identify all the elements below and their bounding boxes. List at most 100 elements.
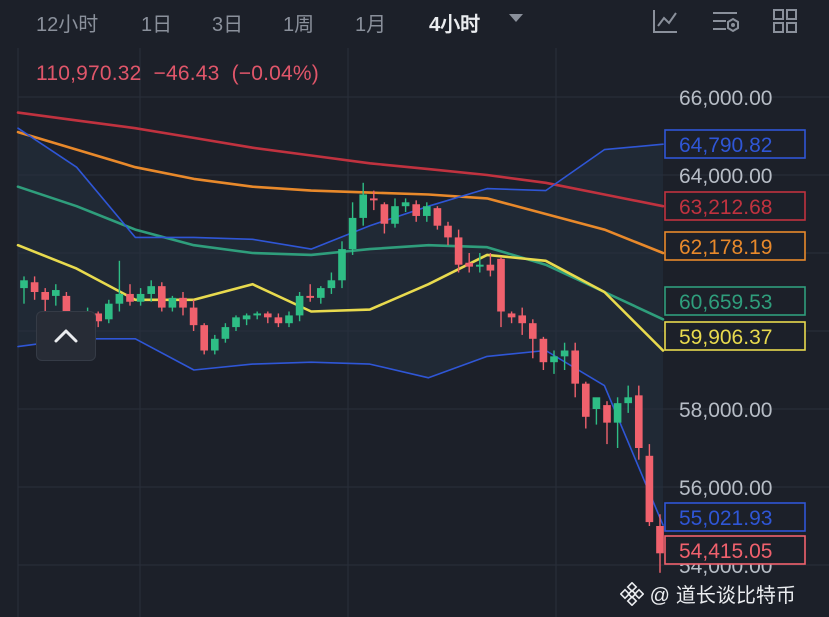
candle-body (656, 526, 664, 554)
candle-body (179, 297, 187, 308)
watermark: @ 道长谈比特币 (619, 579, 796, 608)
candle-body (62, 295, 71, 316)
candle-body (528, 323, 537, 339)
candle-body (147, 286, 156, 294)
tab-12h[interactable]: 12小时 (36, 14, 99, 36)
price-tag-label: 54,415.05 (679, 540, 772, 563)
binance-logo-icon (619, 581, 645, 607)
price-tag-box (664, 231, 806, 261)
candle-body (94, 313, 103, 322)
tab-4h[interactable]: 4小时 (429, 14, 481, 36)
tab-3d[interactable]: 3日 (212, 14, 244, 36)
candle-body (475, 264, 484, 267)
candle-body (507, 313, 516, 318)
price-tag-label: 55,021.93 (679, 507, 772, 530)
price-tag-label: 64,790.82 (679, 134, 772, 157)
candle-body (613, 403, 622, 423)
candle-body (581, 383, 590, 417)
candle-body (168, 297, 177, 308)
candle-body (486, 264, 495, 271)
price-tag-label: 63,212.68 (679, 196, 772, 219)
candle-body (391, 206, 399, 224)
candle-body (348, 217, 357, 250)
collapse-button[interactable] (36, 311, 96, 361)
candle-body (295, 295, 304, 316)
candle-body (306, 295, 315, 298)
candle-body (518, 315, 527, 324)
bollinger-band-fill (18, 128, 663, 526)
y-axis-tick-label: 56,000.00 (679, 477, 772, 500)
timeframe-toolbar: 12小时 1日 3日 1周 1月 4小时 (0, 0, 829, 44)
ma-yellow-line (16, 243, 665, 352)
candle-body (550, 356, 558, 363)
candle-body (316, 288, 325, 298)
candle-body (359, 194, 368, 218)
candle-body (624, 397, 633, 404)
price-tag-box (664, 321, 806, 351)
candle-body (263, 313, 272, 318)
price-tag-label: 60,659.53 (679, 291, 772, 314)
candle-body (136, 293, 145, 302)
candle-body (592, 397, 601, 409)
candle-body (41, 292, 50, 300)
last-price: 110,970.32 (36, 62, 142, 85)
chart-settings-icon[interactable] (710, 6, 740, 36)
price-ticker: 110,970.32 −46.43 (−0.04%) (36, 62, 331, 86)
candle-body (285, 315, 293, 324)
candle-body (560, 350, 569, 357)
bollinger-lower-line (17, 338, 664, 526)
candle-body (634, 395, 643, 448)
candle-body (157, 286, 166, 308)
candle-body (454, 237, 463, 265)
price-tag-box (664, 191, 806, 221)
candle-body (253, 313, 262, 316)
candle-body (539, 338, 548, 363)
candle-body (200, 325, 209, 351)
y-axis-tick-label: 64,000.00 (679, 165, 772, 188)
price-tag-box (664, 535, 806, 565)
bollinger-upper-line (17, 127, 664, 250)
tab-1d[interactable]: 1日 (141, 14, 173, 36)
candle-body (210, 338, 219, 351)
candle-body (497, 258, 505, 312)
price-change-percent: (−0.04%) (231, 62, 319, 85)
candle-body (104, 303, 113, 320)
candle-body (126, 293, 134, 302)
candle-body (51, 290, 60, 296)
ma-orange-line (16, 130, 665, 255)
timeframe-dropdown-chevron-down-icon[interactable] (509, 14, 523, 22)
chevron-up-icon (54, 329, 78, 343)
candle-body (401, 202, 410, 207)
candle-body (274, 317, 283, 324)
y-axis-tick-label: 66,000.00 (679, 87, 772, 110)
candle-body (338, 249, 346, 281)
watermark-at: @ (649, 585, 670, 607)
chart-indicator-icon[interactable] (650, 6, 680, 36)
price-tag-label: 59,906.37 (679, 326, 772, 349)
price-tag-label: 62,178.19 (679, 236, 772, 259)
watermark-text: 道长谈比特币 (675, 585, 796, 607)
tab-1w[interactable]: 1周 (283, 14, 315, 36)
price-tag-box (664, 502, 806, 532)
candle-body (221, 327, 230, 339)
candle-body (242, 315, 251, 320)
candle-body (369, 198, 378, 201)
layout-grid-icon[interactable] (770, 6, 800, 36)
candle-body (115, 293, 124, 304)
candle-body (20, 280, 28, 289)
price-change: −46.43 (153, 62, 220, 85)
price-tag-box (664, 286, 806, 316)
candle-body (412, 204, 421, 216)
candle-body (189, 307, 198, 326)
candle-body (433, 208, 442, 226)
candle-body (380, 204, 389, 224)
tab-1m[interactable]: 1月 (355, 14, 387, 36)
candle-body (30, 282, 39, 292)
y-axis-tick-label: 58,000.00 (679, 399, 772, 422)
candle-body (645, 455, 654, 523)
candle-body (465, 262, 474, 267)
ma-red-line (16, 111, 665, 208)
candle-body (232, 317, 240, 328)
candle-body (603, 405, 611, 423)
